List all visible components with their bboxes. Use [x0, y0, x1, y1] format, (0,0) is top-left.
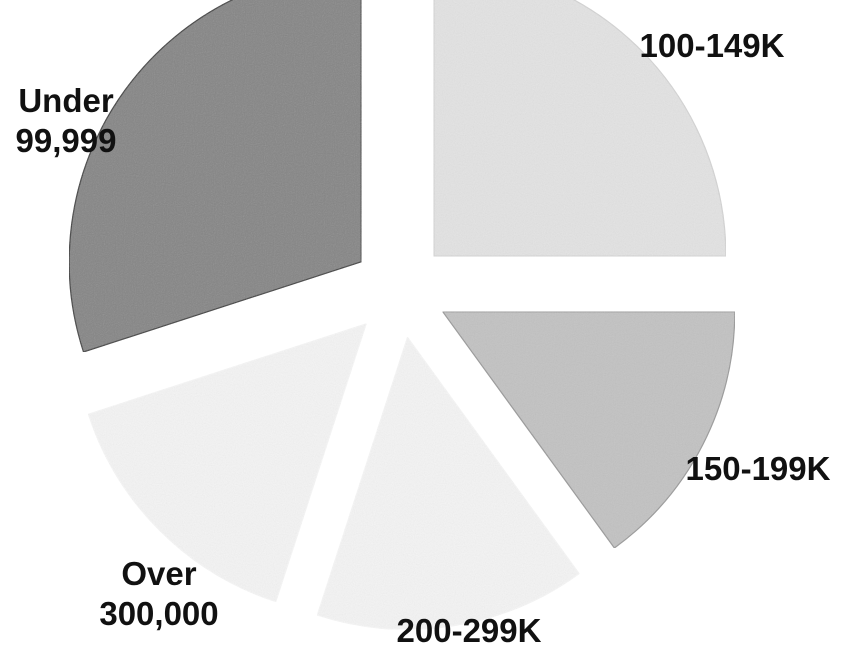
slice-label-4-line-2: 300,000 — [99, 595, 218, 632]
slice-label-4-line-1: Over — [121, 555, 196, 592]
pie-slice-3 — [316, 336, 580, 630]
slice-label-5: Under 99,999 — [16, 82, 117, 159]
pie-slice-4 — [87, 322, 368, 603]
slice-label-2-line-1: 150-199K — [686, 450, 831, 487]
slice-label-1: 100-149K — [640, 27, 785, 64]
slice-label-2: 150-199K — [686, 450, 831, 487]
pie-slice-5 — [68, 0, 362, 353]
slice-label-5-line-1: Under — [18, 82, 114, 119]
slice-label-5-line-2: 99,999 — [16, 122, 117, 159]
pie-slice-2 — [441, 311, 736, 549]
slice-label-4: Over 300,000 — [99, 555, 218, 632]
slice-label-3-line-1: 200-299K — [397, 612, 542, 649]
slice-label-1-line-1: 100-149K — [640, 27, 785, 64]
pie-slice-1 — [433, 0, 727, 257]
slice-label-3: 200-299K — [397, 612, 542, 649]
pie-slices — [68, 0, 736, 630]
slice-labels: 100-149K 150-199K 200-299K Over 300,000 Under… — [16, 27, 831, 649]
